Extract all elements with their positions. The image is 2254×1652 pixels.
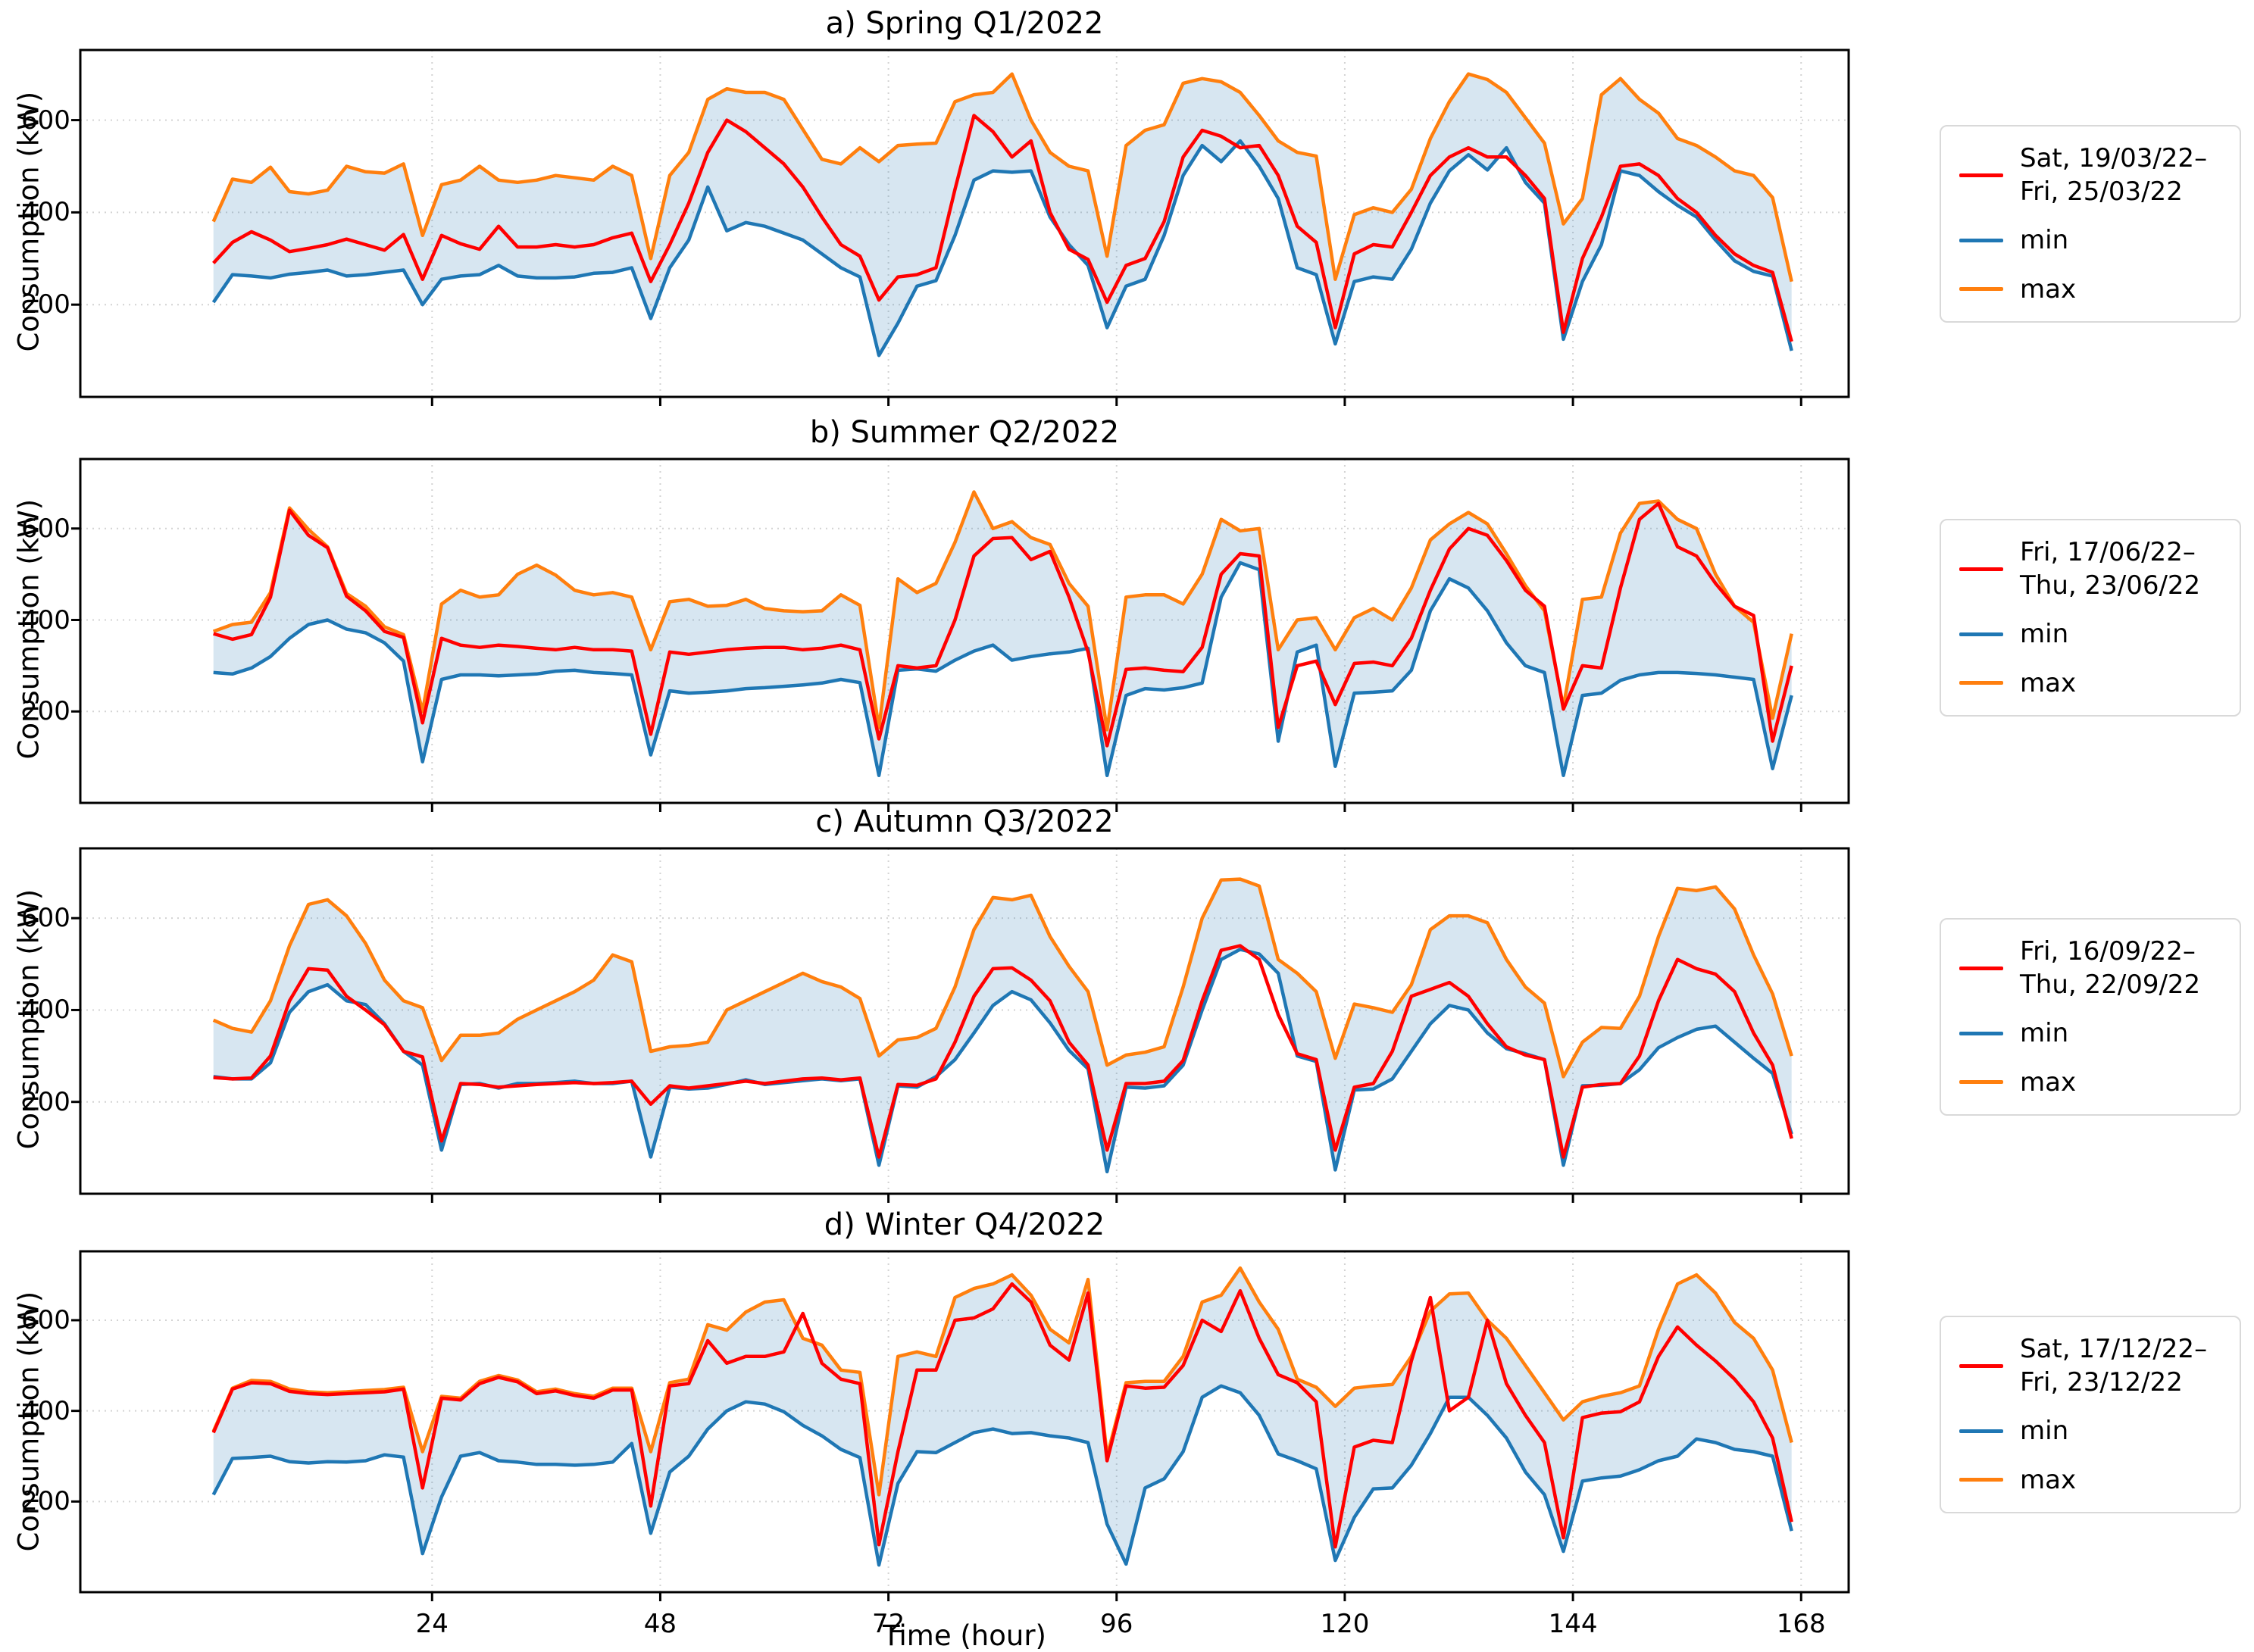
- legend-week-line2: Thu, 23/06/22: [2020, 570, 2201, 601]
- legend-d: Sat, 17/12/22– Fri, 23/12/22 min max: [1940, 1316, 2241, 1513]
- chart-title-a: a) Spring Q1/2022: [825, 6, 1104, 41]
- x-tick-label: 48: [643, 1609, 677, 1639]
- chart-title-d: d) Winter Q4/2022: [824, 1207, 1105, 1242]
- max-line-swatch: [1959, 1080, 2003, 1085]
- legend-item-max: max: [1959, 1463, 2221, 1497]
- y-tick-label: 400: [21, 1395, 70, 1426]
- chart-title-b: b) Summer Q2/2022: [809, 415, 1120, 450]
- legend-item-min: min: [1959, 617, 2221, 651]
- legend-min-label: min: [2020, 1416, 2069, 1447]
- week-line-swatch: [1959, 567, 2003, 571]
- legend-min-label: min: [2020, 225, 2069, 256]
- legend-b: Fri, 17/06/22– Thu, 23/06/22 min max: [1940, 519, 2241, 717]
- legend-a: Sat, 19/03/22– Fri, 25/03/22 min max: [1940, 125, 2241, 323]
- max-line-swatch: [1959, 287, 2003, 292]
- plot-area-winter: [71, 1250, 1850, 1601]
- legend-week-line2: Thu, 22/09/22: [2020, 970, 2201, 1001]
- legend-week-line2: Fri, 25/03/22: [2020, 176, 2183, 208]
- legend-week-line1: Sat, 17/12/22–: [2020, 1334, 2208, 1364]
- legend-item-min: min: [1959, 1414, 2221, 1447]
- plot-area-autumn: [71, 847, 1850, 1203]
- min-line-swatch: [1959, 238, 2003, 242]
- y-tick-label: 600: [21, 105, 70, 136]
- week-line-swatch: [1959, 173, 2003, 177]
- y-tick-label: 600: [21, 1304, 70, 1335]
- plot-area-spring: [71, 48, 1850, 406]
- legend-item-week: Fri, 17/06/22– Thu, 23/06/22: [1959, 536, 2221, 602]
- x-tick-label: 96: [1100, 1609, 1133, 1639]
- x-tick-label: 24: [415, 1609, 449, 1639]
- legend-max-label: max: [2020, 1066, 2077, 1098]
- y-tick-label: 200: [21, 1486, 70, 1517]
- x-tick-label: 168: [1776, 1609, 1826, 1639]
- legend-item-max: max: [1959, 667, 2221, 700]
- y-tick-label: 200: [21, 1086, 70, 1117]
- min-line-swatch: [1959, 632, 2003, 636]
- x-tick-label: 72: [871, 1609, 905, 1639]
- legend-item-min: min: [1959, 1016, 2221, 1050]
- max-line-swatch: [1959, 1478, 2003, 1482]
- legend-item-week: Fri, 16/09/22– Thu, 22/09/22: [1959, 935, 2221, 1001]
- y-tick-label: 400: [21, 995, 70, 1026]
- y-tick-label: 600: [21, 903, 70, 934]
- legend-max-label: max: [2020, 1464, 2077, 1495]
- legend-c: Fri, 16/09/22– Thu, 22/09/22 min max: [1940, 918, 2241, 1116]
- y-tick-label: 400: [21, 604, 70, 636]
- legend-min-label: min: [2020, 1018, 2069, 1049]
- y-tick-label: 200: [21, 289, 70, 320]
- legend-week-line1: Sat, 19/03/22–: [2020, 143, 2208, 173]
- legend-week-line2: Fri, 23/12/22: [2020, 1367, 2183, 1398]
- legend-max-label: max: [2020, 667, 2077, 698]
- legend-item-min: min: [1959, 223, 2221, 257]
- week-line-swatch: [1959, 1363, 2003, 1368]
- week-line-swatch: [1959, 966, 2003, 970]
- max-line-swatch: [1959, 681, 2003, 685]
- y-tick-label: 400: [21, 197, 70, 228]
- y-tick-label: 200: [21, 696, 70, 727]
- legend-item-max: max: [1959, 273, 2221, 306]
- legend-item-week: Sat, 19/03/22– Fri, 25/03/22: [1959, 142, 2221, 208]
- x-tick-label: 144: [1548, 1609, 1598, 1639]
- legend-week-line1: Fri, 17/06/22–: [2020, 537, 2196, 567]
- min-line-swatch: [1959, 1429, 2003, 1433]
- chart-title-c: c) Autumn Q3/2022: [815, 804, 1114, 839]
- min-line-swatch: [1959, 1031, 2003, 1035]
- legend-min-label: min: [2020, 619, 2069, 650]
- legend-item-week: Sat, 17/12/22– Fri, 23/12/22: [1959, 1332, 2221, 1399]
- x-tick-label: 120: [1320, 1609, 1370, 1639]
- legend-item-max: max: [1959, 1066, 2221, 1099]
- legend-max-label: max: [2020, 273, 2077, 304]
- plot-area-summer: [71, 458, 1850, 812]
- y-tick-label: 600: [21, 513, 70, 544]
- legend-week-line1: Fri, 16/09/22–: [2020, 936, 2196, 967]
